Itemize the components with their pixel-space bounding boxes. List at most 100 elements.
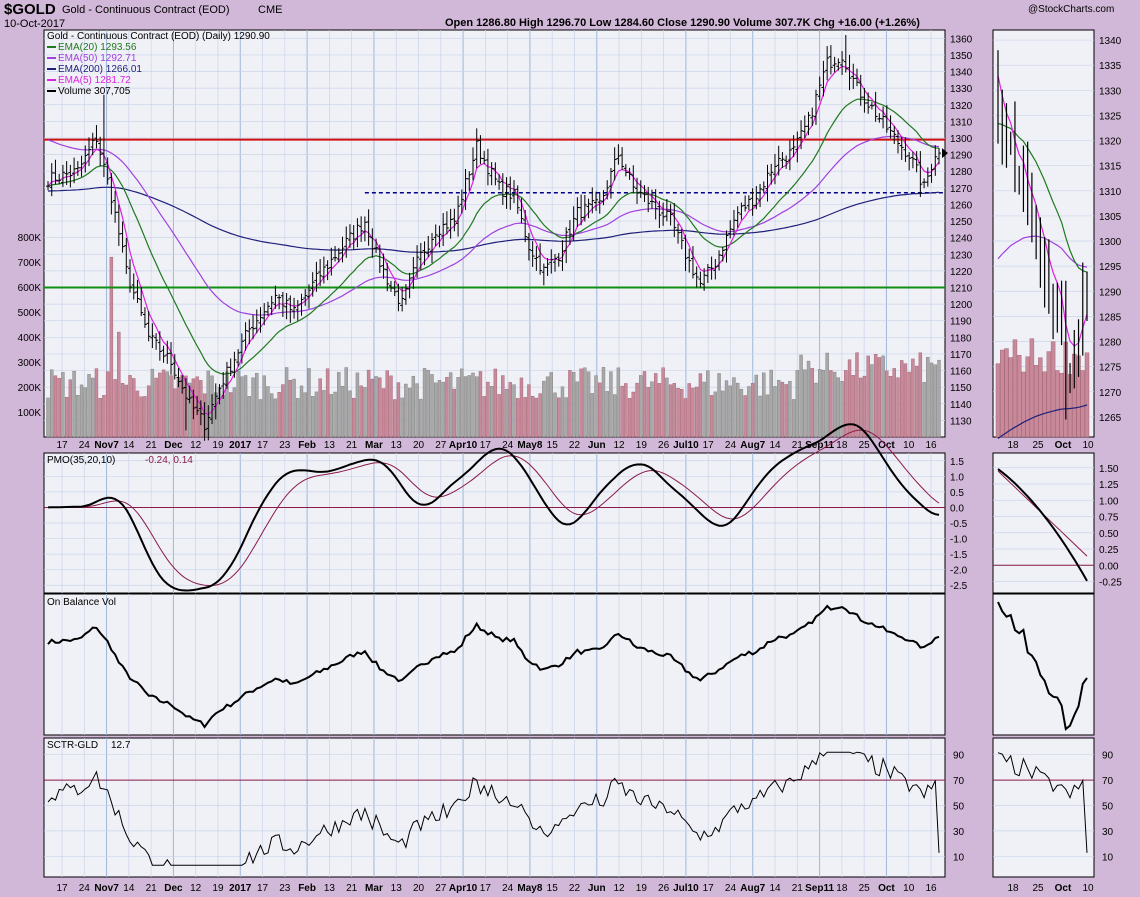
volume-bar bbox=[430, 374, 434, 438]
pmo-signal-line bbox=[48, 429, 940, 586]
volume-bar bbox=[463, 376, 468, 438]
x-tick-label: 19 bbox=[636, 440, 648, 451]
x-tick-label: Aug7 bbox=[740, 440, 765, 451]
x-tick-label: 13 bbox=[391, 883, 403, 894]
volume-bar bbox=[311, 396, 315, 438]
zoom-price-y-tick: 1310 bbox=[1099, 187, 1122, 198]
volume-y-tick: 100K bbox=[18, 408, 42, 419]
volume-bar bbox=[900, 360, 904, 438]
x-tick-label: 13 bbox=[324, 440, 336, 451]
volume-bar bbox=[829, 370, 833, 438]
volume-bar bbox=[609, 371, 613, 438]
volume-bar bbox=[381, 388, 386, 438]
volume-bar bbox=[616, 367, 621, 438]
volume-bar bbox=[288, 379, 293, 438]
volume-bar bbox=[117, 331, 121, 438]
zoom-pmo-y-tick: 0.00 bbox=[1099, 561, 1119, 572]
volume-bar bbox=[329, 394, 334, 438]
volume-bar bbox=[404, 383, 408, 438]
zoom-x-tick: Oct bbox=[1055, 883, 1072, 894]
volume-bar bbox=[437, 380, 442, 438]
x-tick-label: 2017 bbox=[229, 440, 252, 451]
price-y-tick: 1250 bbox=[950, 217, 973, 228]
volume-bar bbox=[818, 369, 822, 438]
volume-bar bbox=[926, 357, 930, 438]
x-tick-label: 27 bbox=[435, 883, 447, 894]
volume-bar bbox=[400, 397, 404, 438]
sctr-y-tick: 10 bbox=[953, 852, 965, 863]
pmo-line bbox=[47, 423, 940, 592]
volume-bar bbox=[810, 368, 814, 438]
volume-bar bbox=[232, 387, 237, 438]
volume-bar bbox=[445, 377, 449, 438]
volume-bar bbox=[791, 399, 796, 438]
x-tick-label: 10 bbox=[903, 883, 915, 894]
volume-bar bbox=[340, 385, 345, 438]
zoom-price-y-tick: 1335 bbox=[1099, 61, 1122, 72]
price-y-tick: 1200 bbox=[950, 300, 973, 311]
price-y-tick: 1140 bbox=[950, 400, 972, 411]
zoom-volume-bar bbox=[1021, 371, 1026, 438]
volume-bar bbox=[706, 370, 710, 438]
volume-bar bbox=[273, 398, 278, 438]
volume-bar bbox=[366, 369, 371, 438]
volume-bar bbox=[847, 359, 852, 438]
volume-bar bbox=[441, 381, 445, 438]
volume-bar bbox=[143, 396, 147, 438]
legend-ema200: EMA(200) 1266.01 bbox=[58, 64, 142, 75]
x-tick-label: 17 bbox=[480, 883, 492, 894]
x-tick-label: 20 bbox=[413, 883, 425, 894]
chart-exchange: CME bbox=[258, 4, 283, 16]
price-y-tick: 1330 bbox=[950, 84, 973, 95]
volume-bar bbox=[415, 383, 419, 438]
volume-bar bbox=[832, 371, 837, 438]
x-tick-label: Jun bbox=[588, 883, 606, 894]
volume-bar bbox=[113, 379, 117, 438]
volume-bar bbox=[132, 378, 136, 438]
volume-bar bbox=[698, 373, 703, 438]
x-tick-label: May8 bbox=[517, 883, 542, 894]
volume-bar bbox=[639, 375, 643, 438]
zoom-pmo-y-tick: 1.00 bbox=[1099, 496, 1119, 507]
volume-bar bbox=[836, 377, 841, 438]
volume-bar bbox=[154, 377, 158, 438]
price-y-tick: 1270 bbox=[950, 184, 973, 195]
zoom-sctr-line bbox=[997, 752, 1088, 853]
sctr-value: 12.7 bbox=[111, 740, 131, 751]
volume-bar bbox=[407, 387, 412, 438]
zoom-volume-bar bbox=[1080, 370, 1085, 438]
x-tick-label: Mar bbox=[365, 440, 383, 451]
volume-bar bbox=[851, 375, 855, 438]
volume-bar bbox=[762, 372, 766, 438]
volume-bar bbox=[307, 368, 311, 438]
zoom-price-y-tick: 1330 bbox=[1099, 86, 1122, 97]
volume-bar bbox=[859, 377, 863, 438]
volume-bar bbox=[120, 383, 125, 438]
volume-bar bbox=[553, 392, 557, 438]
volume-bar bbox=[769, 369, 773, 438]
volume-bar bbox=[161, 369, 166, 438]
volume-bar bbox=[929, 362, 934, 438]
sctr-y-tick: 70 bbox=[953, 776, 965, 787]
volume-bar bbox=[523, 397, 527, 438]
x-tick-label: Feb bbox=[298, 440, 316, 451]
volume-bar bbox=[83, 387, 87, 438]
zoom-x-tick: Oct bbox=[1055, 440, 1072, 451]
x-tick-label: Oct bbox=[878, 883, 895, 894]
volume-bar bbox=[240, 376, 244, 438]
zoom-volume-bar bbox=[1050, 341, 1056, 438]
volume-bar bbox=[370, 378, 375, 438]
volume-bar bbox=[94, 368, 99, 438]
volume-bar bbox=[296, 398, 300, 438]
volume-bar bbox=[68, 379, 73, 438]
x-tick-label: Jul10 bbox=[673, 440, 699, 451]
zoom-pmo-panel bbox=[992, 452, 1095, 594]
volume-bar bbox=[892, 368, 896, 438]
x-tick-label: 21 bbox=[792, 440, 804, 451]
volume-bar bbox=[605, 391, 609, 438]
volume-bar bbox=[221, 394, 225, 438]
volume-bar bbox=[627, 398, 632, 438]
volume-bar bbox=[680, 389, 684, 438]
volume-bar bbox=[396, 382, 401, 438]
volume-bar bbox=[702, 381, 706, 438]
